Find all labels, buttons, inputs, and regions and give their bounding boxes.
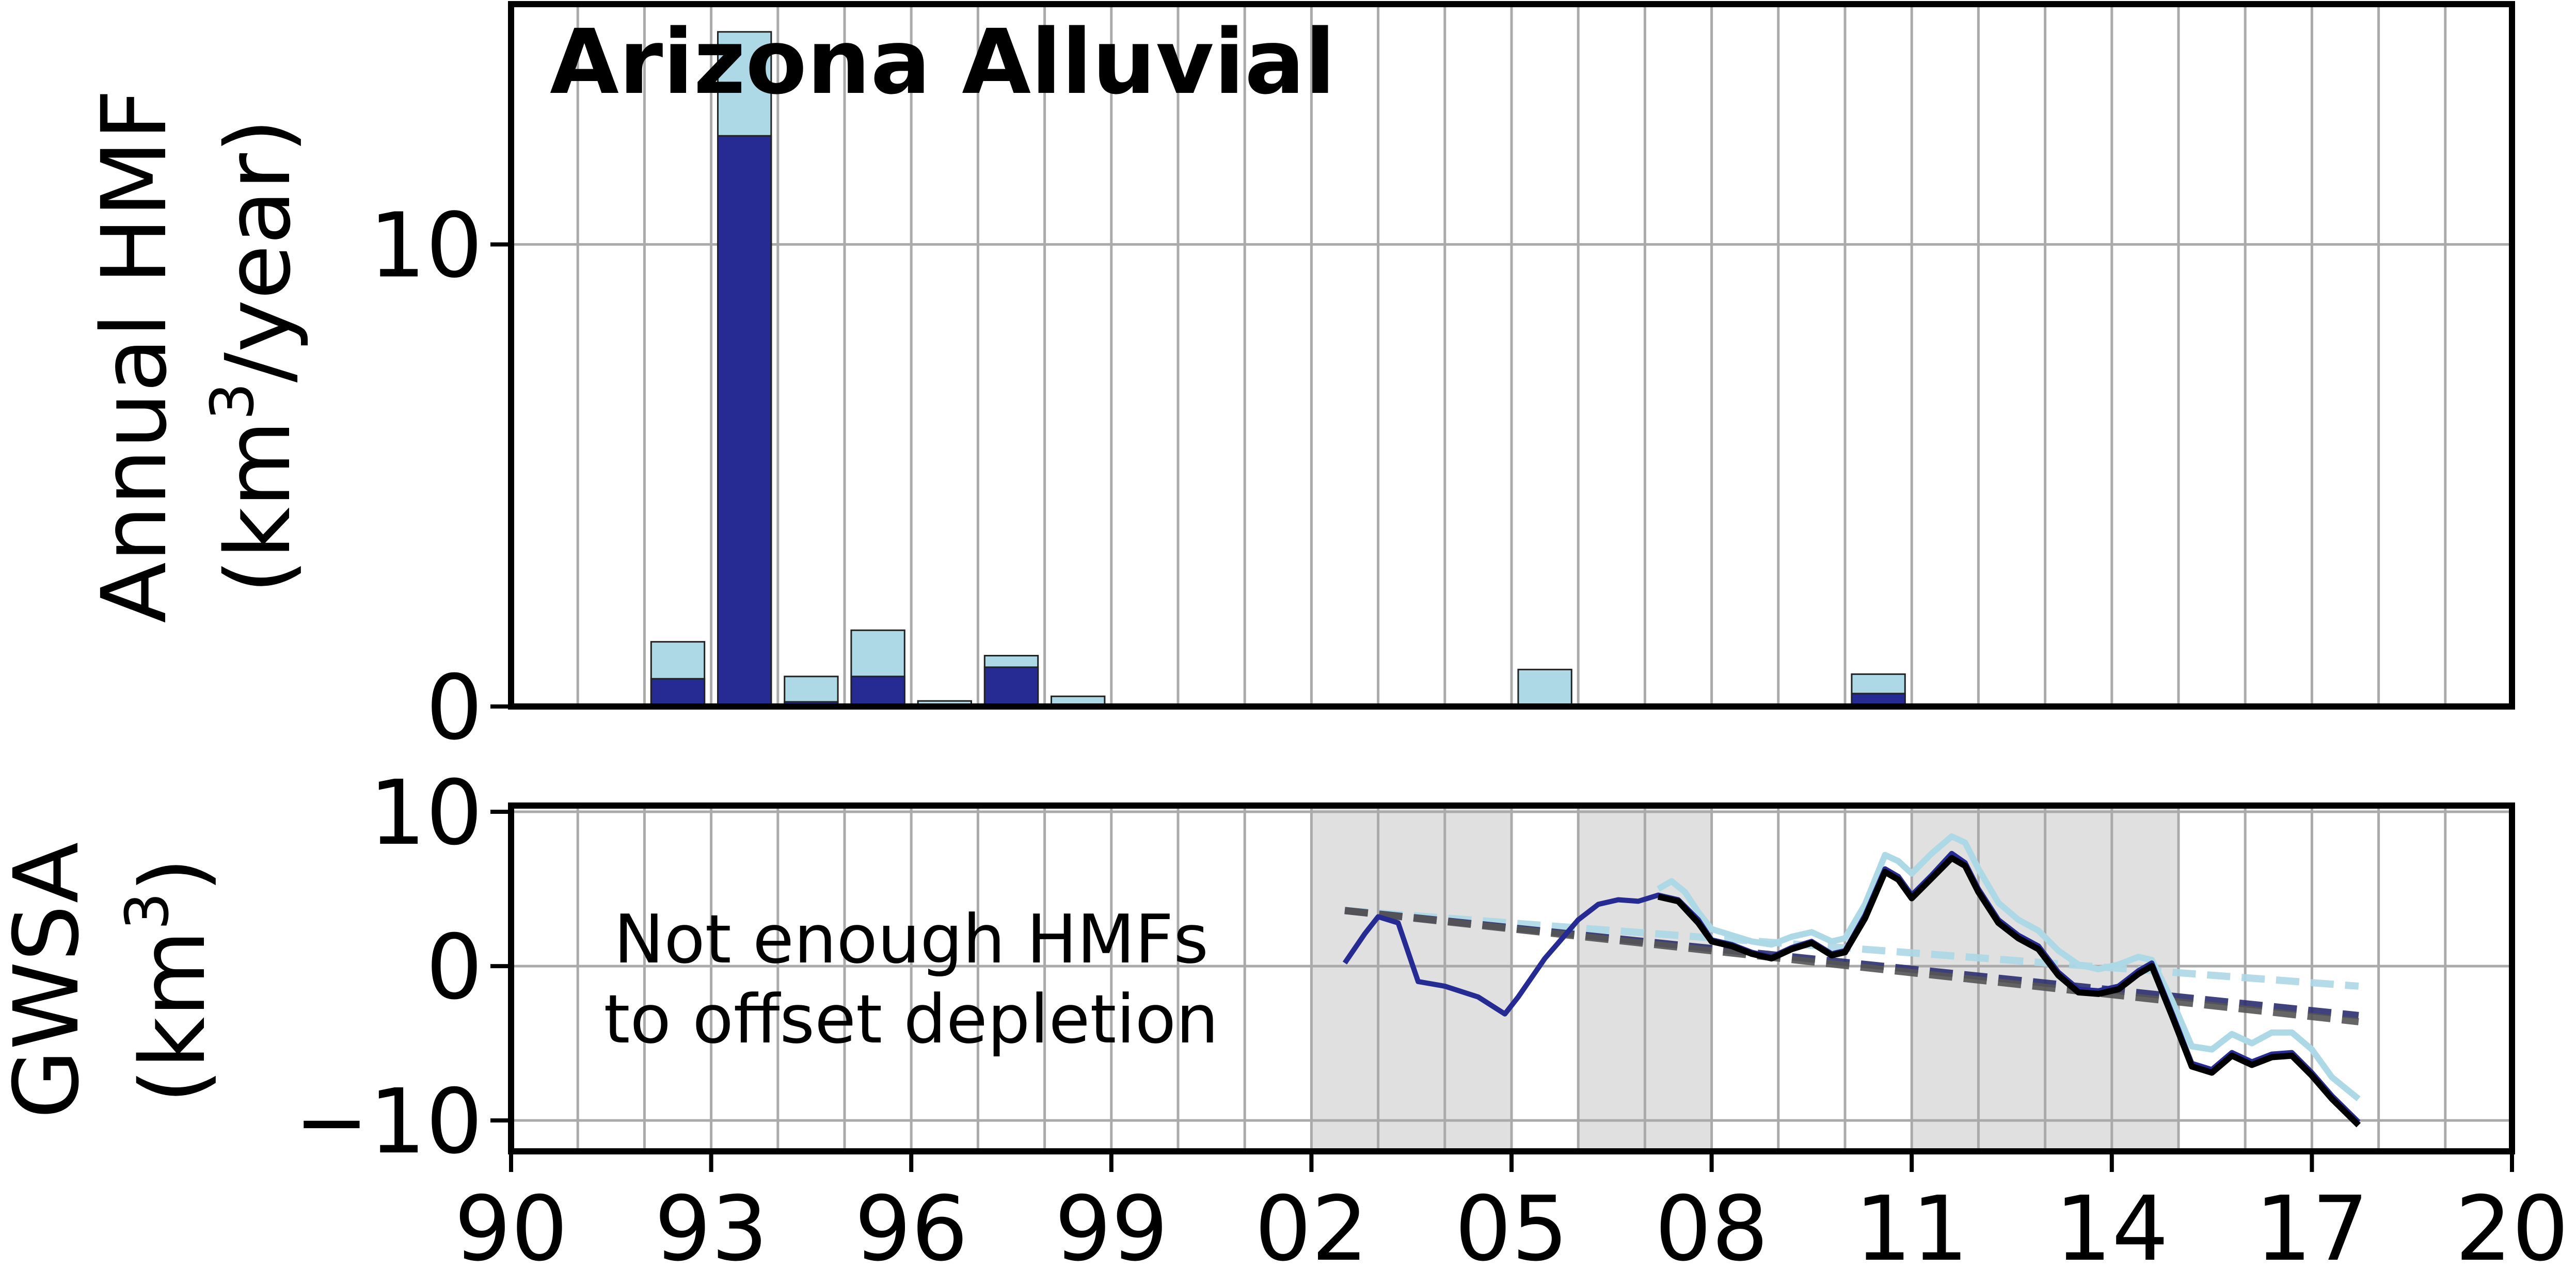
x-tick-label: 99 — [1055, 1177, 1168, 1281]
x-tick-label: 90 — [454, 1177, 568, 1281]
y-tick-label: −10 — [294, 1069, 483, 1174]
bottom-ylabel-post: ) — [121, 858, 225, 893]
x-tick-label: 96 — [854, 1177, 968, 1281]
trend-line — [1344, 907, 2359, 1025]
top-ylabel-sup: 3 — [198, 382, 267, 420]
bar-dark — [983, 666, 1039, 708]
top-panel-ylabel-line2: (km3/year) — [198, 118, 310, 593]
x-tick-label: 05 — [1455, 1177, 1568, 1281]
x-tick-label: 14 — [2055, 1177, 2169, 1281]
bottom-ylabel-sup: 3 — [113, 892, 182, 930]
x-tick-label: 93 — [655, 1177, 768, 1281]
bottom-ylabel-pre: (km — [121, 930, 225, 1103]
trend-line — [1344, 907, 2359, 990]
y-tick-label: 0 — [426, 915, 483, 1019]
series-line-dark — [1657, 855, 2361, 1128]
bottom-panel-shaded-periods — [1311, 806, 2179, 1151]
bottom-panel-trend-lines — [1344, 907, 2359, 1025]
y-tick-label: 0 — [426, 655, 483, 760]
trend-line — [1344, 907, 2359, 1019]
y-tick-label: 10 — [369, 761, 483, 865]
top-panel-y-ticks: 0 10 — [369, 194, 511, 760]
bar-dark — [850, 676, 905, 708]
bottom-panel-series-lines — [1342, 833, 2361, 1128]
top-panel-grid — [510, 4, 2514, 708]
x-tick-label: 11 — [1855, 1177, 1968, 1281]
chart-title: Arizona Alluvial — [550, 10, 1335, 114]
x-tick-label: 17 — [2255, 1177, 2368, 1281]
top-ylabel-post: /year) — [206, 118, 310, 382]
bottom-panel-ylabel-line2: (km3) — [113, 858, 225, 1104]
top-panel-frame — [508, 1, 2515, 710]
bottom-panel-ylabel-line1: GWSA — [0, 842, 99, 1119]
x-tick-label: 02 — [1254, 1177, 1368, 1281]
bar-total — [1517, 668, 1572, 708]
annotation-line2: to offset depletion — [603, 980, 1218, 1058]
shaded-period — [1311, 806, 1512, 1151]
x-tick-label: 20 — [2455, 1177, 2569, 1281]
x-tick-label: 08 — [1655, 1177, 1769, 1281]
bar-dark — [650, 678, 706, 708]
x-axis-ticks: 90 93 96 99 02 05 08 11 14 17 20 — [454, 1151, 2569, 1281]
y-tick-label: 10 — [369, 194, 483, 298]
annotation-line1: Not enough HMFs — [614, 900, 1209, 978]
top-panel-bars — [583, 31, 1906, 708]
bar-dark — [717, 135, 772, 708]
bottom-panel-y-ticks: 10 0 −10 — [294, 761, 511, 1174]
series-line-light — [1657, 833, 2361, 1101]
top-ylabel-pre: (km — [206, 420, 310, 593]
top-panel-ylabel-line1: Annual HMF — [82, 89, 186, 623]
